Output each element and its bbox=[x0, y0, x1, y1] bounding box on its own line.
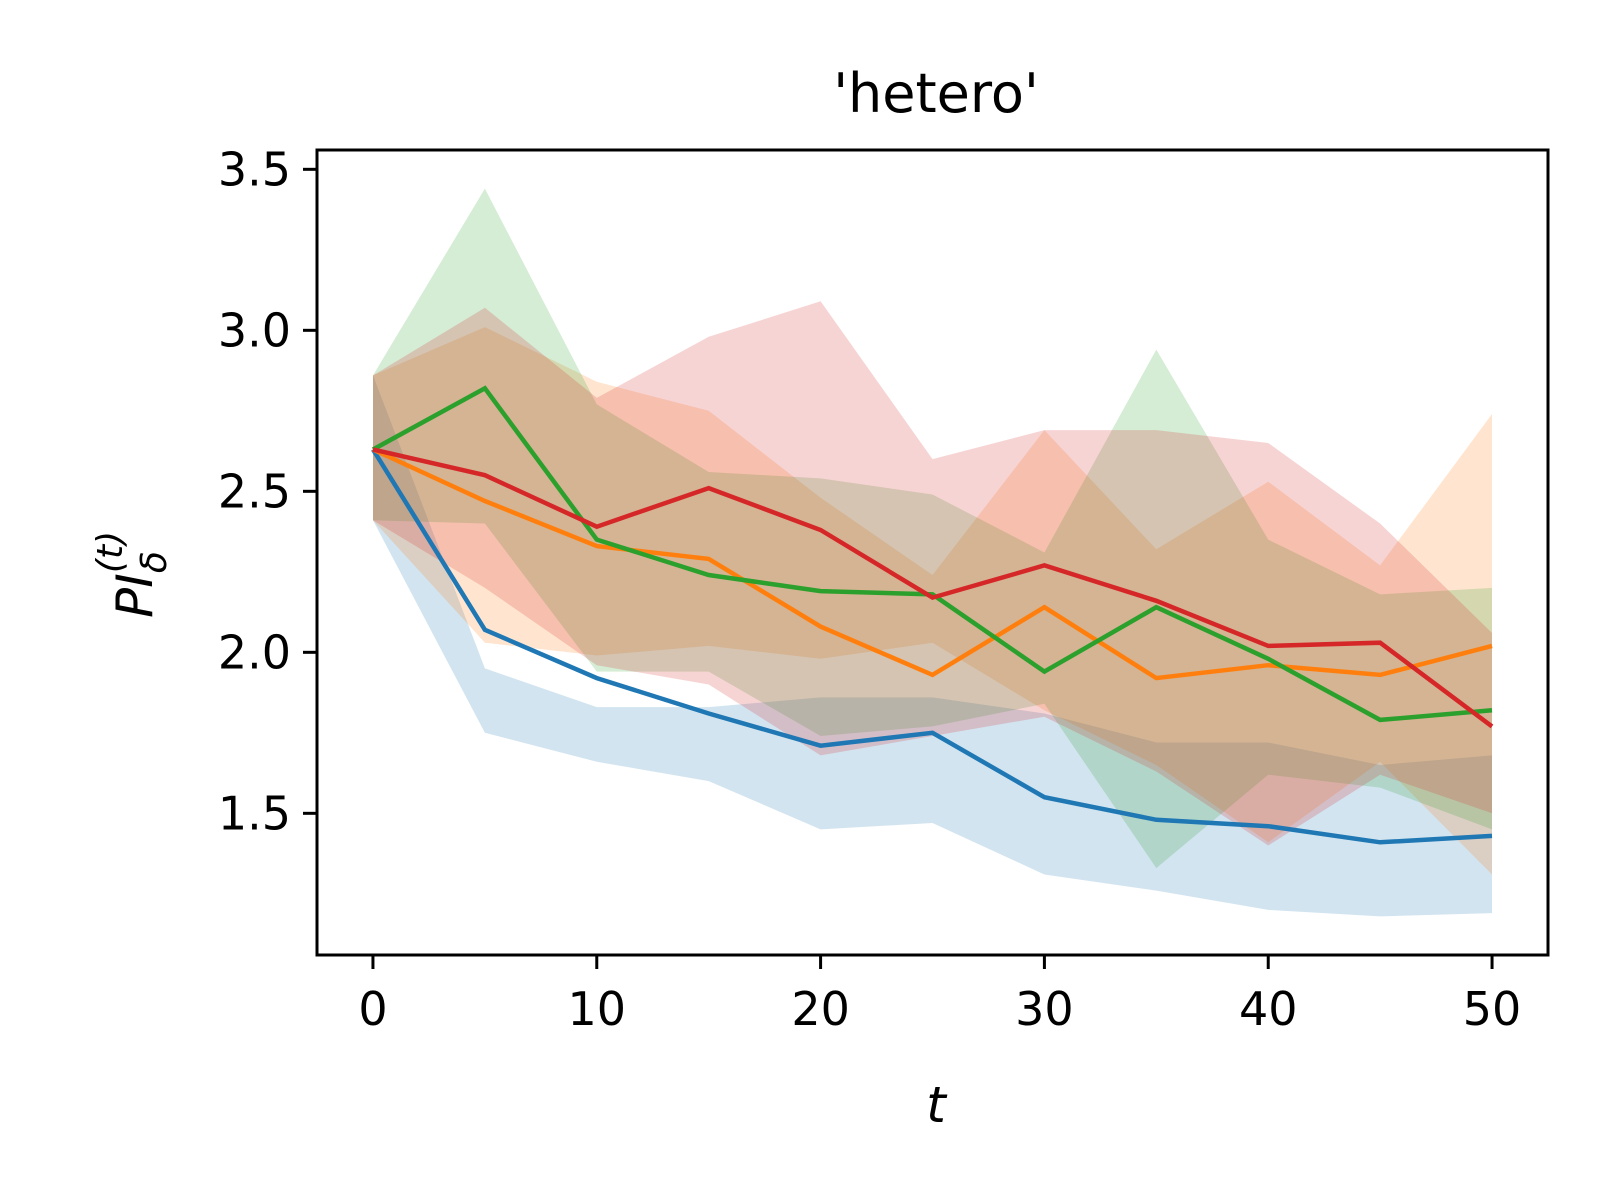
y-axis-label: PIδ(t) bbox=[90, 531, 175, 618]
series-3-band bbox=[373, 188, 1492, 869]
plot-frame bbox=[315, 148, 1550, 957]
x-axis-label: t bbox=[926, 1076, 948, 1134]
y-tick-label: 3.0 bbox=[218, 303, 291, 357]
x-tick-label: 0 bbox=[358, 982, 387, 1036]
y-axis-label-sup: (t) bbox=[90, 531, 131, 573]
x-axis: 0 10 20 30 40 50 bbox=[358, 955, 1521, 1036]
x-tick-label: 10 bbox=[567, 982, 626, 1036]
series-1-band bbox=[373, 375, 1492, 917]
series-4-band bbox=[373, 301, 1492, 846]
y-axis-label-main: PI bbox=[106, 573, 164, 618]
series-4-line bbox=[372, 447, 1494, 729]
chart-title: 'hetero' bbox=[833, 62, 1039, 125]
x-tick-label: 40 bbox=[1239, 982, 1298, 1036]
y-axis-label-sub: δ bbox=[134, 551, 175, 573]
x-tick-label: 50 bbox=[1463, 982, 1522, 1036]
y-tick-label: 2.0 bbox=[218, 625, 291, 679]
series-3-line bbox=[371, 385, 1493, 723]
x-tick-label: 20 bbox=[791, 982, 850, 1036]
series-2-band bbox=[373, 327, 1492, 875]
y-tick-label: 1.5 bbox=[218, 786, 291, 840]
y-axis: 1.5 2.0 2.5 3.0 3.5 bbox=[218, 142, 317, 840]
y-tick-label: 2.5 bbox=[218, 464, 291, 518]
series-1-line bbox=[371, 448, 1493, 845]
x-tick-label: 30 bbox=[1015, 982, 1074, 1036]
y-tick-label: 3.5 bbox=[218, 142, 291, 196]
confidence-bands bbox=[373, 188, 1492, 917]
svg-text:PIδ(t): PIδ(t) bbox=[90, 531, 175, 618]
series-2-line bbox=[372, 447, 1493, 681]
series-lines bbox=[371, 385, 1494, 845]
